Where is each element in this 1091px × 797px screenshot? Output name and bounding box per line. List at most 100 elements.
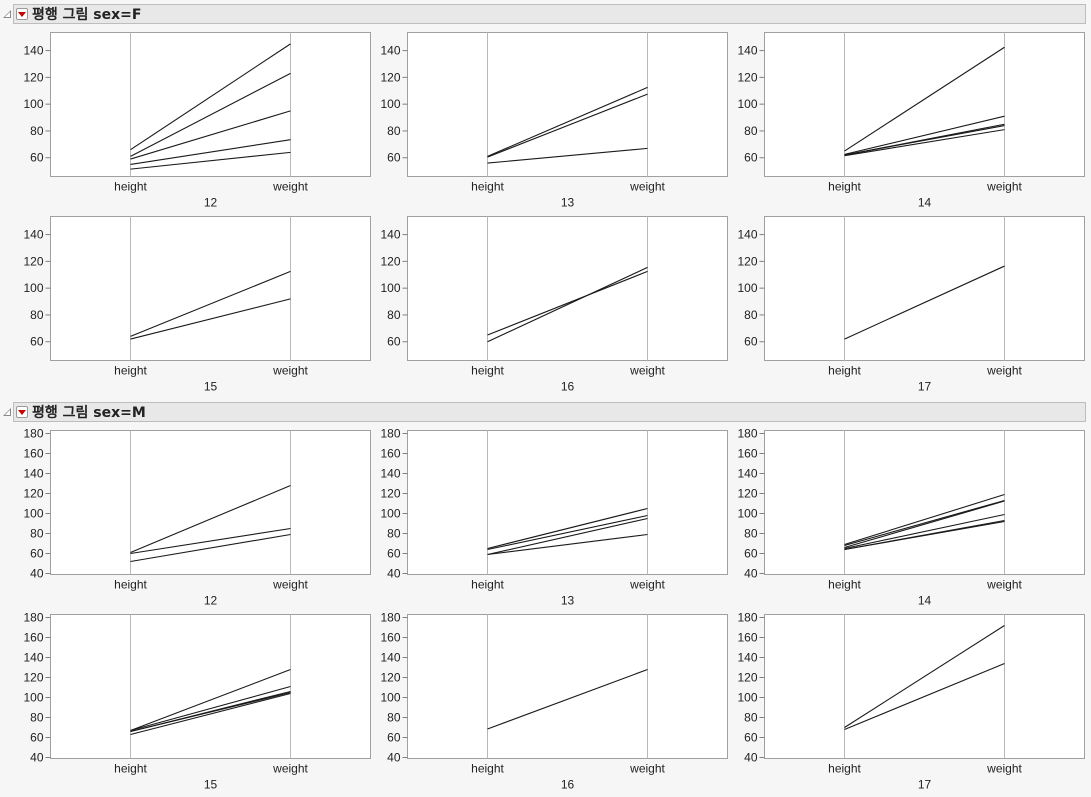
profile-line[interactable] <box>844 46 1005 152</box>
y-tick-label: 40 <box>744 751 758 765</box>
plot-frame <box>764 32 1085 177</box>
profile-line[interactable] <box>487 147 648 164</box>
profile-line[interactable] <box>487 517 648 556</box>
y-tick-label: 140 <box>737 651 757 665</box>
profile-line[interactable] <box>487 507 648 550</box>
profile-line[interactable] <box>844 125 1005 156</box>
facet-label-age: 17 <box>918 380 932 394</box>
profile-line[interactable] <box>130 139 291 165</box>
y-tick-label: 60 <box>744 151 758 165</box>
x-label-height: height <box>828 180 861 194</box>
parallel-plot-panel-17: 40 60 80 100 120 140 160 180 height weight 17 <box>719 611 1085 794</box>
plot-frame <box>407 32 728 177</box>
profile-line[interactable] <box>844 625 1005 728</box>
parallel-plot-panel-14: 40 60 80 100 120 140 160 180 height weight 14 <box>719 427 1085 610</box>
y-tick-label: 100 <box>23 281 43 295</box>
profile-line[interactable] <box>130 533 291 563</box>
red-triangle-menu-button[interactable] <box>16 406 28 418</box>
y-tick-label: 160 <box>737 447 757 461</box>
y-tick-label: 80 <box>387 308 401 322</box>
profile-line[interactable] <box>844 115 1005 155</box>
y-tick-label: 120 <box>380 254 400 268</box>
profile-line[interactable] <box>130 692 291 736</box>
y-tick-label: 100 <box>23 97 43 111</box>
facet-label-age: 13 <box>561 594 575 608</box>
y-tick-label: 80 <box>387 711 401 725</box>
y-tick-label: 100 <box>23 691 43 705</box>
section-header-0[interactable]: 평행 그림 sex=F <box>3 4 1086 24</box>
profile-line[interactable] <box>487 668 648 730</box>
profile-line[interactable] <box>130 110 291 160</box>
profile-line[interactable] <box>844 129 1005 157</box>
y-tick-label: 140 <box>737 44 757 58</box>
plot-frame <box>50 32 371 177</box>
y-tick-label: 180 <box>380 611 400 625</box>
disclosure-triangle-icon[interactable] <box>3 10 11 18</box>
profile-line[interactable] <box>844 499 1005 547</box>
profile-line[interactable] <box>844 662 1005 731</box>
y-tick-label: 100 <box>23 507 43 521</box>
profile-line[interactable] <box>130 270 291 337</box>
profile-line[interactable] <box>844 493 1005 546</box>
section-header-1[interactable]: 평행 그림 sex=M <box>3 402 1086 422</box>
disclosure-triangle-icon[interactable] <box>3 408 11 416</box>
x-label-height: height <box>828 578 861 592</box>
profile-line[interactable] <box>130 484 291 554</box>
y-tick-label: 100 <box>380 97 400 111</box>
y-tick-label: 60 <box>744 335 758 349</box>
profile-line[interactable] <box>130 685 291 732</box>
y-tick-label: 180 <box>23 427 43 441</box>
y-tick-label: 60 <box>744 547 758 561</box>
profile-line[interactable] <box>487 86 648 157</box>
y-tick-label: 60 <box>387 547 401 561</box>
profile-line[interactable] <box>130 72 291 157</box>
profile-line[interactable] <box>487 514 648 551</box>
profile-line[interactable] <box>487 266 648 343</box>
profile-line[interactable] <box>844 500 1005 549</box>
profile-line[interactable] <box>130 668 291 732</box>
y-tick-label: 40 <box>30 751 44 765</box>
y-tick-label: 180 <box>737 427 757 441</box>
x-label-weight: weight <box>629 364 665 378</box>
parallel-plot-panel-12: 40 60 80 100 120 140 160 180 height weight 12 <box>5 427 371 610</box>
parallel-plot-panel-14: 60 80 100 120 140 height weight 14 <box>719 32 1085 212</box>
profile-line[interactable] <box>130 527 291 555</box>
y-tick-label: 140 <box>23 467 43 481</box>
y-tick-label: 120 <box>737 70 757 84</box>
y-tick-label: 120 <box>737 254 757 268</box>
plot-frame <box>50 216 371 361</box>
y-tick-label: 160 <box>737 631 757 645</box>
profile-line[interactable] <box>130 151 291 170</box>
x-label-weight: weight <box>986 364 1022 378</box>
y-tick-label: 100 <box>737 97 757 111</box>
profile-line[interactable] <box>844 513 1005 550</box>
x-label-weight: weight <box>272 180 308 194</box>
profile-line[interactable] <box>487 270 648 336</box>
plot-frame <box>764 216 1085 361</box>
profile-line[interactable] <box>487 93 648 158</box>
y-tick-label: 140 <box>23 651 43 665</box>
parallel-plot-panel-13: 60 80 100 120 140 height weight 13 <box>362 32 728 212</box>
y-tick-label: 60 <box>387 335 401 349</box>
x-label-weight: weight <box>272 364 308 378</box>
x-label-height: height <box>471 762 504 776</box>
y-tick-label: 40 <box>387 567 401 581</box>
profile-line[interactable] <box>844 265 1005 340</box>
x-label-weight: weight <box>272 762 308 776</box>
profile-line[interactable] <box>844 520 1005 551</box>
red-triangle-menu-button[interactable] <box>16 8 28 20</box>
parallel-plot-panel-12: 60 80 100 120 140 height weight 12 <box>5 32 371 212</box>
profile-line[interactable] <box>487 533 648 556</box>
facet-label-age: 14 <box>918 196 932 210</box>
y-tick-label: 140 <box>23 44 43 58</box>
parallel-plot-panel-16: 60 80 100 120 140 height weight 16 <box>362 216 728 396</box>
plot-frame <box>407 430 728 575</box>
profile-line[interactable] <box>130 43 291 151</box>
profile-line[interactable] <box>130 298 291 340</box>
y-tick-label: 80 <box>30 308 44 322</box>
y-tick-label: 140 <box>737 228 757 242</box>
y-tick-label: 80 <box>744 124 758 138</box>
y-tick-label: 80 <box>387 527 401 541</box>
profile-line[interactable] <box>130 691 291 733</box>
facet-label-age: 17 <box>918 778 932 792</box>
